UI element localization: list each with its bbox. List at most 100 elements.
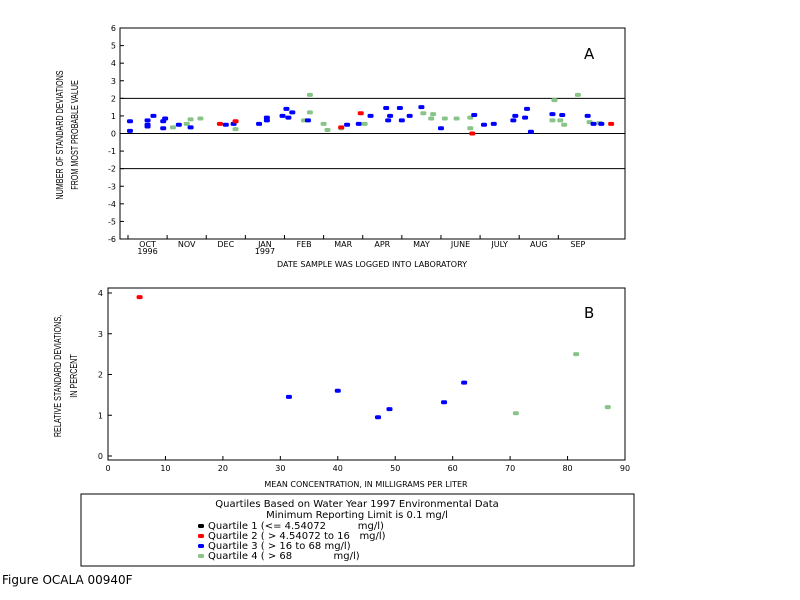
panel-b-point	[386, 407, 393, 412]
panel-a-point	[361, 121, 368, 126]
panel-a-x-axis-title: DATE SAMPLE WAS LOGGED INTO LABORATORY	[277, 260, 467, 269]
panel-a-point	[289, 110, 296, 115]
panel-a-x-tick-label: JAN	[257, 240, 272, 249]
panel-a-point	[383, 106, 390, 111]
panel-a-reference-lines	[120, 97, 625, 170]
panel-b-y-tick-label: 2	[98, 371, 103, 380]
panel-a-y-tick-label: -6	[108, 235, 116, 244]
panel-a-y-tick-label: 6	[111, 24, 116, 33]
panel-a-label: A	[584, 45, 595, 63]
panel-b-y-tick-label: 3	[98, 330, 103, 339]
panel-a-point	[584, 113, 591, 118]
panel-a-point	[420, 111, 427, 116]
panel-b-y-axis-title-1: RELATIVE STANDARD DEVIATIONS,	[52, 315, 63, 437]
panel-b-point	[334, 388, 341, 393]
panel-a-x-tick-label: JULY	[490, 240, 508, 249]
panel-b-x-tick-label: 40	[333, 464, 343, 473]
panel-b-point	[461, 380, 468, 385]
panel-a-point	[561, 122, 568, 127]
legend-entry-label: Quartile 2 ( > 4.54072 to 16 mg/l)	[208, 531, 386, 542]
panel-b-point	[441, 400, 448, 405]
panel-a-point	[512, 113, 519, 118]
figure-caption: Figure OCALA 00940F	[2, 573, 133, 587]
panel-a-point	[385, 118, 392, 123]
panel-a-y-tick-label: -1	[108, 147, 116, 156]
panel-a-point	[232, 127, 239, 132]
panel-a-point	[441, 116, 448, 121]
panel-a-point	[598, 121, 605, 126]
panel-a-point	[590, 121, 597, 126]
legend-frame	[80, 493, 635, 567]
panel-a-point	[162, 116, 169, 121]
panel-a-x-tick-label: JUNE	[450, 240, 470, 249]
panel-a-point	[187, 117, 194, 122]
panel-b-x-tick-label: 20	[218, 464, 228, 473]
panel-a-point	[428, 116, 435, 121]
panel-a-point	[453, 116, 460, 121]
panel-a-point	[490, 121, 497, 126]
panel-b-points	[136, 295, 611, 420]
panel-b-x-tick-label: 80	[562, 464, 572, 473]
panel-a-y-axis-title-2: FROM MOST PROBABLE VALUE	[69, 80, 80, 190]
panel-a-x-tick-label: FEB	[296, 240, 311, 249]
panel-a-point	[344, 122, 351, 127]
panel-a-x-tick-label: SEP	[570, 240, 585, 249]
panel-a-point	[608, 121, 615, 126]
panel-a-point	[527, 129, 534, 134]
panel-b-point	[604, 405, 611, 410]
panel-a-point	[418, 105, 425, 110]
panel-a-x-tick-label: OCT	[139, 240, 156, 249]
panel-a-point	[222, 122, 229, 127]
legend-title: Quartiles Based on Water Year 1997 Envir…	[215, 499, 499, 510]
panel-a-y-ticks: 6 5 4 3 2 1 0 -1 -2 -3 -4 -5 -6	[108, 24, 124, 244]
panel-b-frame	[107, 287, 626, 461]
legend-entry-label: Quartile 3 ( > 16 to 68 mg/l)	[208, 541, 351, 552]
panel-a-x-tick-label: AUG	[530, 240, 548, 249]
panel-a-point	[144, 124, 151, 129]
legend-swatch	[198, 534, 204, 538]
panel-b-y-ticks: 0 1 2 3 4	[98, 289, 112, 461]
panel-a-point	[574, 92, 581, 97]
panel-b-chart: 0 1 2 3 4 0 10 20 30 40 50 60 70 80 90 B RELATIVE STA…	[52, 287, 630, 489]
panel-b-y-tick-label: 4	[98, 289, 103, 298]
panel-b-y-tick-label: 1	[98, 411, 103, 420]
panel-a-y-tick-label: -3	[108, 182, 116, 191]
panel-a-point	[306, 92, 313, 97]
legend-box: Quartiles Based on Water Year 1997 Envir…	[80, 493, 635, 567]
panel-a-point	[469, 131, 476, 136]
panel-b-x-tick-label: 10	[160, 464, 170, 473]
panel-b-x-tick-label: 70	[505, 464, 515, 473]
panel-a-point	[357, 111, 364, 116]
legend-subtitle: Minimum Reporting Limit is 0.1 mg/l	[266, 510, 448, 521]
panel-a-y-tick-label: 1	[111, 112, 116, 121]
panel-a-point	[480, 122, 487, 127]
panel-a-point	[557, 118, 564, 123]
panel-a-point	[551, 98, 558, 103]
panel-a-point	[398, 118, 405, 123]
panel-a-point	[549, 118, 556, 123]
panel-a-point	[197, 116, 204, 121]
panel-a-x-tick-label: DEC	[217, 240, 234, 249]
panel-b-point	[285, 394, 292, 399]
panel-a-y-tick-label: -2	[108, 165, 116, 174]
panel-a-point	[437, 126, 444, 131]
panel-a-point	[387, 113, 394, 118]
panel-a-point	[183, 121, 190, 126]
legend-swatch	[198, 544, 204, 548]
panel-a-point	[144, 118, 151, 123]
panel-b-point	[136, 295, 143, 300]
panel-b-x-tick-label: 50	[390, 464, 400, 473]
panel-a-point	[126, 119, 133, 124]
panel-a-point	[160, 126, 167, 131]
panel-b-point	[573, 352, 580, 357]
panel-a-x-tick-label: MAY	[413, 240, 430, 249]
panel-a-point	[283, 106, 290, 111]
panel-a-x-tick-year: 1997	[255, 247, 275, 256]
legend-swatch	[198, 554, 204, 558]
panel-a-point	[256, 121, 263, 126]
panel-a-y-tick-label: 3	[111, 77, 116, 86]
panel-a-point	[169, 125, 176, 130]
panel-a-point	[559, 113, 566, 118]
